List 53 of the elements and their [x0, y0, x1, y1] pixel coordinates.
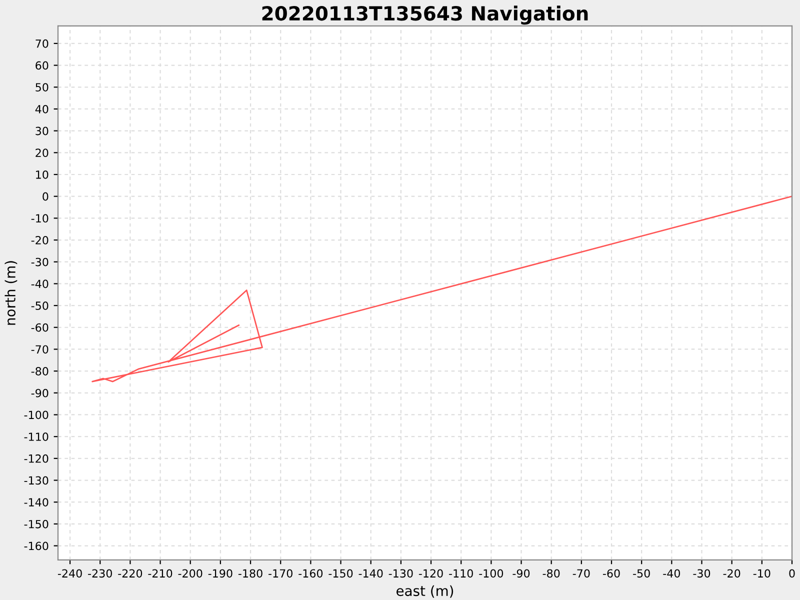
x-tick-label: -40: [663, 569, 680, 578]
x-tick-label: -60: [602, 569, 620, 578]
x-tick-label: -210: [148, 569, 172, 578]
y-tick-label: -150: [24, 520, 48, 528]
y-tick-label: 50: [36, 83, 48, 92]
y-tick-label: 10: [36, 170, 48, 179]
y-axis-title: north (m): [4, 261, 18, 325]
y-tick-label: -10: [31, 214, 48, 223]
x-tick-label: -170: [268, 569, 292, 578]
y-tick-label: 60: [36, 61, 48, 70]
y-tick-label: -30: [31, 258, 48, 266]
x-tick-label: -130: [388, 569, 413, 578]
x-tick-label: -80: [542, 569, 560, 578]
x-axis-title: east (m): [396, 585, 454, 598]
x-tick-label: -180: [238, 569, 262, 578]
y-tick-label: -20: [31, 236, 48, 244]
y-tick-label: -120: [24, 454, 48, 463]
x-tick-label: -90: [512, 569, 530, 578]
x-tick-label: -150: [328, 569, 353, 578]
y-tick-label: -40: [31, 280, 48, 288]
x-tick-label: -100: [479, 569, 504, 578]
chart-title: 20220113T135643 Navigation: [262, 6, 588, 25]
x-tick-label: -50: [633, 569, 650, 578]
x-tick-label: -230: [88, 569, 112, 578]
x-tick-label: -240: [58, 569, 82, 578]
x-tick-label: -20: [723, 569, 740, 578]
x-tick-label: -70: [572, 569, 590, 578]
y-tick-label: -130: [24, 476, 48, 485]
x-tick-label: -110: [449, 569, 473, 578]
y-tick-label: 20: [36, 148, 48, 158]
y-tick-label: -100: [24, 410, 48, 420]
x-tick-label: -160: [298, 569, 323, 578]
x-tick-label: -10: [753, 569, 770, 578]
y-tick-label: 0: [42, 192, 48, 201]
y-tick-label: -80: [31, 367, 48, 376]
line-series: [92, 196, 792, 382]
y-tick-label: -90: [31, 388, 48, 398]
x-tick-label: -140: [358, 569, 383, 578]
x-tick-label: -30: [693, 569, 710, 578]
y-tick-label: -140: [24, 498, 48, 506]
y-tick-label: -70: [31, 345, 48, 354]
y-tick-label: -50: [31, 302, 48, 310]
x-tick-label: -190: [208, 569, 232, 578]
y-tick-label: -110: [24, 432, 48, 441]
y-tick-label: 30: [36, 126, 48, 136]
x-tick-label: 0: [789, 569, 795, 578]
y-tick-label: 40: [35, 104, 48, 114]
x-tick-label: -120: [418, 569, 443, 578]
y-tick-label: 70: [36, 39, 48, 48]
y-tick-label: -60: [31, 323, 48, 332]
x-tick-label: -220: [118, 569, 142, 578]
y-tick-label: -160: [24, 542, 48, 550]
x-tick-label: -200: [178, 569, 202, 578]
